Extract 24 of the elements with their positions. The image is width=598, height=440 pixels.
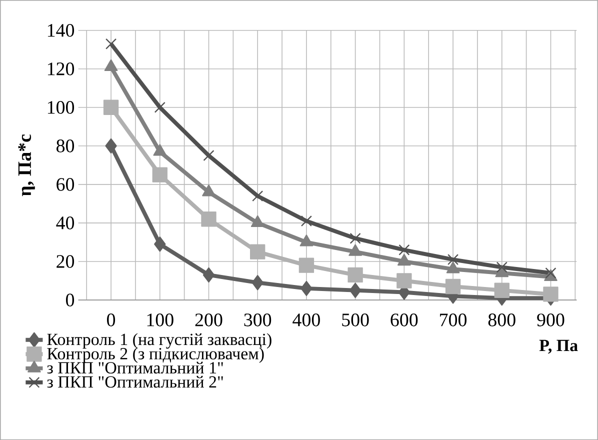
x-axis-title: P, Па xyxy=(539,340,578,354)
y-tick-label: 140 xyxy=(48,24,74,37)
x-tick-label: 100 xyxy=(147,313,174,326)
x-tick-label: 200 xyxy=(195,313,222,326)
legend-label: Контроль 2 (з підкислювачем) xyxy=(47,347,264,363)
legend-label: з ПКП "Оптимальний 2" xyxy=(47,376,223,388)
y-tick-label: 40 xyxy=(56,216,74,230)
x-tick-label: 700 xyxy=(440,313,467,326)
x-tick-label: 900 xyxy=(537,313,564,326)
x-tick-label: 300 xyxy=(244,313,272,326)
y-tick-label: 0 xyxy=(66,294,74,306)
y-tick-label: 100 xyxy=(48,100,74,114)
y-tick-label: 80 xyxy=(56,139,74,152)
y-tick-label: 60 xyxy=(56,178,74,191)
legend-label: Контроль 1 (на густій заквасці) xyxy=(47,333,272,349)
x-tick-label: 400 xyxy=(292,313,320,326)
x-tick-label: 500 xyxy=(342,313,369,326)
legend-label: з ПКП "Оптимальний 1" xyxy=(47,362,223,374)
y-tick-label: 120 xyxy=(48,62,74,76)
y-tick-label: 20 xyxy=(56,254,74,268)
x-tick-label: 0 xyxy=(107,313,116,326)
x-tick-label: 800 xyxy=(488,313,516,326)
y-axis-title: η, Па*с xyxy=(18,134,35,196)
x-tick-label: 600 xyxy=(390,313,418,326)
